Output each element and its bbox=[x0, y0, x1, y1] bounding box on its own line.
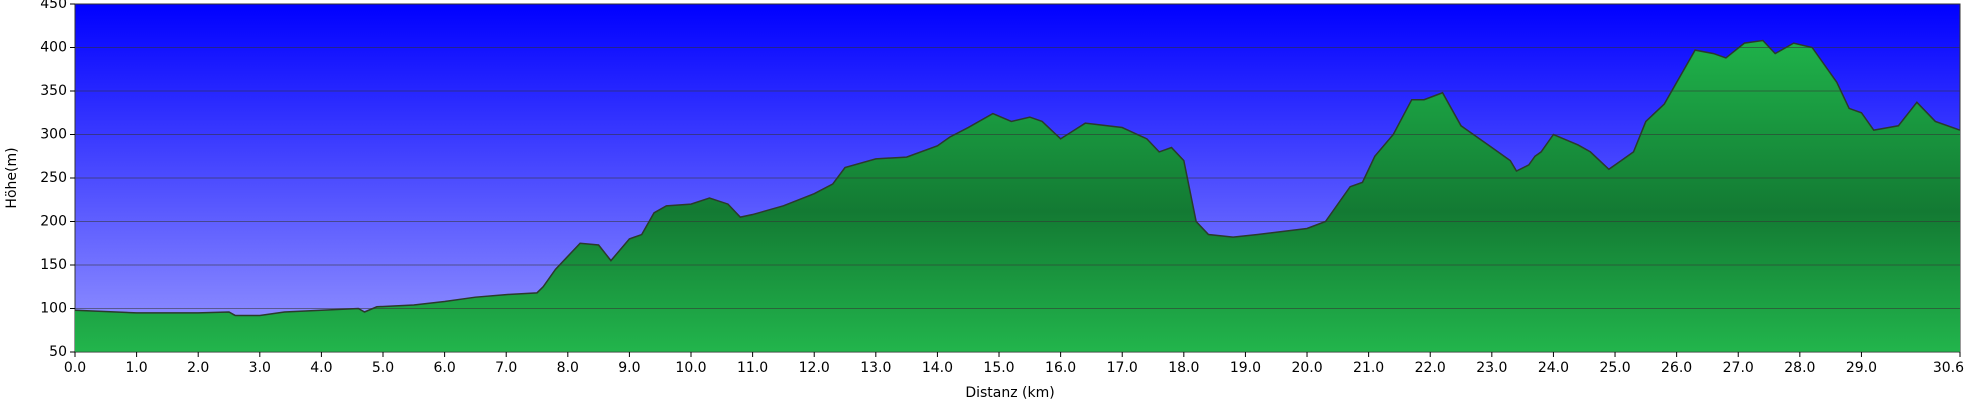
x-tick-label: 20.0 bbox=[1291, 360, 1322, 376]
y-tick-label: 200 bbox=[40, 214, 67, 230]
x-tick-label: 25.0 bbox=[1599, 360, 1630, 376]
x-tick-label: 17.0 bbox=[1107, 360, 1138, 376]
x-tick-label: 19.0 bbox=[1230, 360, 1261, 376]
x-tick-label: 3.0 bbox=[249, 360, 271, 376]
x-tick-label: 0.0 bbox=[64, 360, 86, 376]
x-tick-label: 15.0 bbox=[983, 360, 1014, 376]
y-tick-label: 350 bbox=[40, 83, 67, 99]
y-tick-label: 50 bbox=[49, 344, 67, 360]
y-tick-label: 100 bbox=[40, 301, 67, 317]
x-tick-label: 4.0 bbox=[310, 360, 332, 376]
x-tick-label: 18.0 bbox=[1168, 360, 1199, 376]
y-axis-title: Höhe(m) bbox=[4, 147, 20, 208]
x-tick-label: 26.0 bbox=[1661, 360, 1692, 376]
x-tick-label: 5.0 bbox=[372, 360, 394, 376]
x-tick-label: 9.0 bbox=[618, 360, 640, 376]
x-tick-label: 27.0 bbox=[1723, 360, 1754, 376]
x-tick-label: 21.0 bbox=[1353, 360, 1384, 376]
x-tick-label: 16.0 bbox=[1045, 360, 1076, 376]
y-tick-label: 400 bbox=[40, 40, 67, 56]
x-tick-label: 24.0 bbox=[1538, 360, 1569, 376]
elevation-line bbox=[74, 39, 1961, 317]
y-tick-label: 450 bbox=[40, 0, 67, 12]
x-tick-label: 14.0 bbox=[922, 360, 953, 376]
x-tick-label: 12.0 bbox=[799, 360, 830, 376]
x-tick-label: 13.0 bbox=[860, 360, 891, 376]
y-tick-label: 300 bbox=[40, 127, 67, 143]
y-tick-label: 250 bbox=[40, 170, 67, 186]
x-tick-label: 7.0 bbox=[495, 360, 517, 376]
x-axis-title: Distanz (km) bbox=[965, 385, 1054, 401]
x-tick-label: 11.0 bbox=[737, 360, 768, 376]
x-tick-label: 29.0 bbox=[1846, 360, 1877, 376]
x-tick-label: 8.0 bbox=[557, 360, 579, 376]
y-tick-label: 150 bbox=[40, 257, 67, 273]
x-tick-label: 23.0 bbox=[1476, 360, 1507, 376]
x-tick-label: 1.0 bbox=[125, 360, 147, 376]
x-tick-label: 30.6 bbox=[1933, 360, 1964, 376]
x-tick-label: 22.0 bbox=[1415, 360, 1446, 376]
elevation-area bbox=[75, 40, 1960, 352]
x-tick-label: 6.0 bbox=[433, 360, 455, 376]
x-tick-label: 10.0 bbox=[675, 360, 706, 376]
x-tick-label: 2.0 bbox=[187, 360, 209, 376]
x-tick-label: 28.0 bbox=[1784, 360, 1815, 376]
